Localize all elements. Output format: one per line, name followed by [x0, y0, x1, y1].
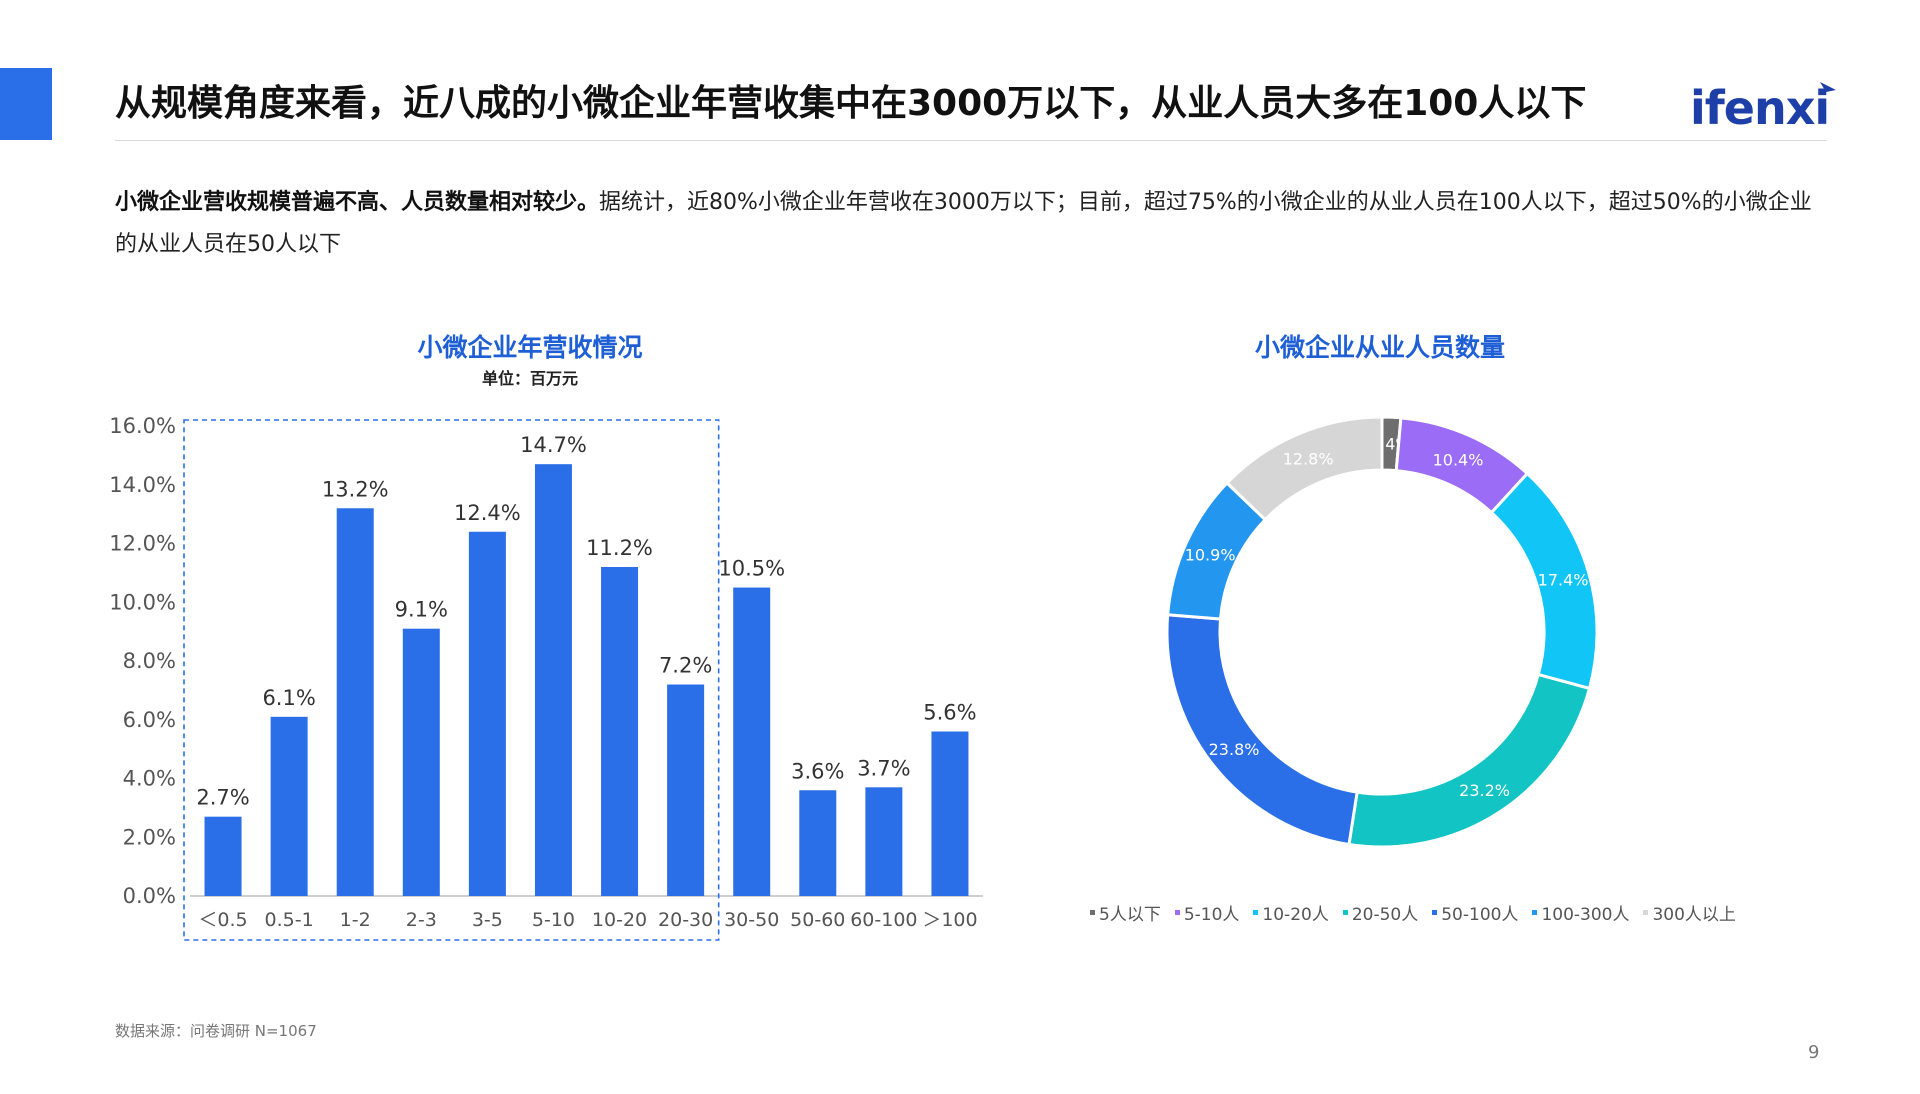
bar: [931, 731, 969, 896]
y-tick-label: 4.0%: [123, 767, 176, 791]
legend-swatch: [1090, 909, 1095, 915]
legend-item: 5-10人: [1174, 898, 1240, 926]
x-tick-label: 20-30: [658, 909, 713, 931]
legend-item: 100-300人: [1532, 898, 1629, 926]
legend-swatch: [1174, 909, 1180, 915]
bar: [468, 531, 506, 896]
donut-slice: [1165, 613, 1359, 847]
donut-chart: 1.4%10.4%17.4%23.2%23.8%10.9%12.8%: [1165, 415, 1599, 849]
logo-text: ifenxi: [1690, 81, 1830, 135]
data-source: 数据来源：问卷调研 N=1067: [115, 1022, 317, 1040]
y-tick-label: 14.0%: [109, 473, 176, 497]
header-divider: [115, 140, 1827, 141]
slice-value-label: 12.8%: [1283, 450, 1334, 469]
x-tick-label: 30-50: [724, 909, 779, 931]
slice-value-label: 10.9%: [1185, 546, 1236, 565]
legend-item: 50-100人: [1432, 898, 1518, 926]
donut-slice: [1347, 672, 1592, 849]
y-tick-label: 8.0%: [123, 649, 176, 673]
x-tick-label: 0.5-1: [265, 909, 314, 931]
slice-value-label: 23.8%: [1209, 740, 1260, 759]
y-tick-label: 0.0%: [123, 884, 176, 908]
legend-label: 5人以下: [1099, 904, 1161, 925]
donut-slice: [1224, 415, 1384, 522]
x-tick-label: 1-2: [340, 909, 371, 931]
legend-swatch: [1253, 909, 1259, 915]
legend-item: 10-20人: [1253, 898, 1329, 926]
logo-arrow-icon: [1820, 82, 1836, 92]
bar: [270, 716, 308, 896]
bar: [534, 464, 572, 896]
x-tick-label: 5-10: [532, 909, 575, 931]
legend-label: 20-50人: [1351, 904, 1419, 925]
y-tick-label: 12.0%: [109, 532, 176, 556]
x-tick-label: 3-5: [472, 909, 503, 931]
slice-value-label: 10.4%: [1433, 451, 1484, 470]
page-number: 9: [1808, 1042, 1820, 1063]
summary-bold: 小微企业营收规模普遍不高、人员数量相对较少。: [115, 190, 600, 215]
bar: [667, 684, 705, 896]
bar-value-label: 9.1%: [395, 598, 448, 622]
bar: [402, 628, 440, 896]
legend-label: 5-10人: [1183, 904, 1240, 925]
x-tick-label: ＞100: [922, 909, 977, 931]
bar-value-label: 3.6%: [791, 759, 844, 783]
x-tick-label: 50-60: [790, 909, 845, 931]
donut-chart-title: 小微企业从业人员数量: [1254, 333, 1505, 362]
legend-swatch: [1342, 909, 1348, 915]
bar-value-label: 10.5%: [718, 557, 785, 581]
legend-label: 300人以上: [1652, 904, 1736, 925]
legend-item: 300人以上: [1643, 898, 1736, 926]
bar-value-label: 5.6%: [923, 701, 976, 725]
legend-swatch: [1532, 909, 1538, 915]
x-tick-label: ＜0.5: [198, 909, 247, 931]
legend-label: 100-300人: [1541, 904, 1630, 925]
legend-label: 50-100人: [1441, 904, 1519, 925]
bar-value-label: 14.7%: [520, 433, 587, 457]
summary-paragraph: 小微企业营收规模普遍不高、人员数量相对较少。据统计，近80%小微企业年营收在30…: [115, 182, 1815, 266]
page-title: 从规模角度来看，近八成的小微企业年营收集中在3000万以下，从业人员大多在100…: [115, 83, 1587, 124]
x-tick-label: 2-3: [406, 909, 437, 931]
x-tick-label: 60-100: [850, 909, 917, 931]
legend-swatch: [1643, 909, 1649, 915]
slice-value-label: 23.2%: [1459, 781, 1510, 800]
legend-item: 20-50人: [1342, 898, 1419, 926]
bar-value-label: 3.7%: [857, 756, 910, 780]
accent-bar: [0, 68, 52, 140]
bar-chart: 0.0% 2.0% 4.0% 6.0% 8.0% 10.0% 12.0% 14.0% 16.0%…: [109, 414, 983, 941]
bar-chart-subtitle: 单位：百万元: [481, 369, 578, 388]
donut-legend: 5人以下 5-10人 10-20人 20-50人 50-100人 100-300人 300人…: [1090, 898, 1736, 926]
y-tick-label: 6.0%: [123, 708, 176, 732]
bar-chart-title: 小微企业年营收情况: [417, 333, 643, 362]
bar: [336, 508, 374, 896]
legend-swatch: [1432, 909, 1438, 915]
bar: [601, 567, 639, 896]
ifenxi-logo: ifenxi: [1690, 78, 1840, 138]
bar: [865, 787, 903, 896]
legend-item: 5人以下: [1090, 898, 1161, 926]
bar: [733, 587, 771, 896]
bar-value-label: 2.7%: [196, 786, 249, 810]
slice-value-label: 17.4%: [1538, 571, 1589, 590]
bar-value-label: 7.2%: [659, 654, 712, 678]
bar-value-label: 12.4%: [454, 501, 521, 525]
bar: [204, 816, 242, 896]
x-tick-label: 10-20: [592, 909, 647, 931]
y-tick-label: 2.0%: [123, 825, 176, 849]
bar-value-label: 11.2%: [586, 536, 653, 560]
y-tick-label: 16.0%: [109, 414, 176, 438]
y-tick-label: 10.0%: [109, 590, 176, 614]
legend-label: 10-20人: [1262, 904, 1329, 925]
highlight-box: [183, 419, 720, 941]
bar: [799, 790, 837, 896]
bar-value-label: 6.1%: [262, 686, 315, 710]
summary-text: 据统计，近80%小微企业年营收在3000万以下；目前，超过75%的小微企业的从业…: [115, 190, 1812, 257]
bar-value-label: 13.2%: [322, 477, 389, 501]
